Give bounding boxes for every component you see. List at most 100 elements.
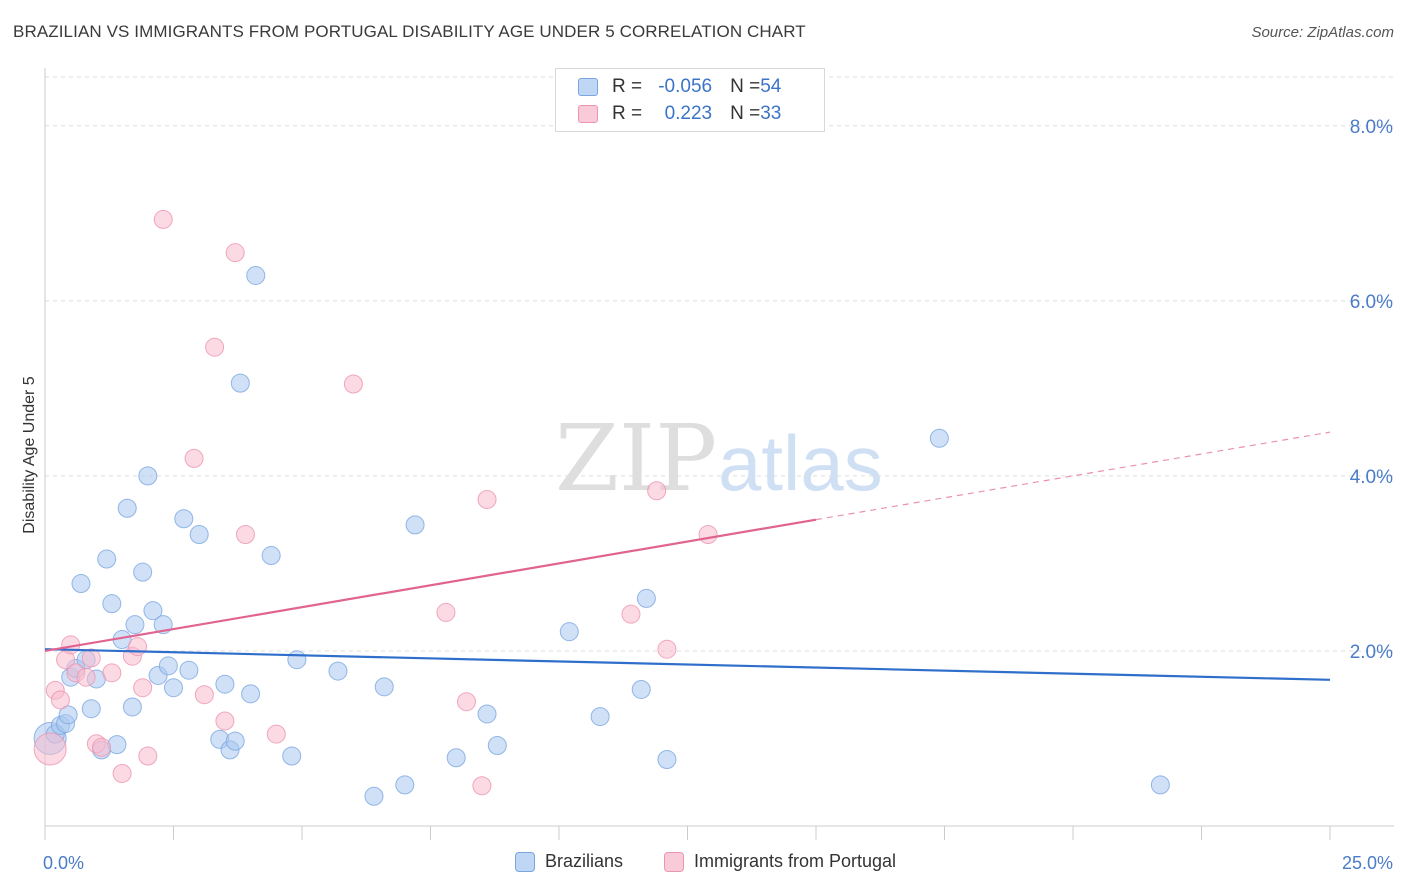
portugal-point <box>621 604 641 624</box>
brazilian-point <box>143 601 163 621</box>
portugal-point <box>698 525 718 545</box>
brazilian-point <box>189 525 209 545</box>
brazilian-point <box>246 265 266 285</box>
brazilian-point <box>631 679 651 699</box>
y-tick-label: 8.0% <box>1350 117 1393 138</box>
portugal-point <box>225 243 245 263</box>
bottom-legend-swatch-brazilians <box>515 851 535 872</box>
brazilian-point <box>158 656 178 676</box>
portugal-point <box>112 763 132 783</box>
brazilian-point <box>81 699 101 719</box>
trend-line-portugal-extension <box>815 431 1331 521</box>
brazilian-point <box>225 731 245 751</box>
brazilian-point <box>97 549 117 569</box>
legend-row-portugal: R = 0.223 N = 33 <box>578 100 781 128</box>
watermark-zip: ZIP <box>555 405 717 512</box>
brazilian-point <box>287 650 307 670</box>
legend-n-value: 33 <box>760 103 782 124</box>
legend-row-brazilians: R = -0.056 N = 54 <box>578 73 781 101</box>
legend-r-value: 0.223 <box>664 103 713 124</box>
y-tick-label: 2.0% <box>1350 642 1393 663</box>
legend-r-label: R = <box>612 76 643 97</box>
brazilian-point <box>179 660 199 680</box>
correlation-legend: R = -0.056 N = 54 R = 0.223 N = 33 <box>555 68 825 132</box>
brazilian-point <box>559 622 579 642</box>
brazilian-point <box>117 498 137 518</box>
axes <box>44 68 1394 840</box>
brazilian-point <box>477 704 497 724</box>
brazilian-point <box>1150 775 1170 795</box>
bottom-legend-portugal: Immigrants from Portugal <box>664 851 896 872</box>
portugal-point <box>138 746 158 766</box>
brazilian-point <box>328 661 348 681</box>
chart-title: BRAZILIAN VS IMMIGRANTS FROM PORTUGAL DI… <box>13 22 806 41</box>
brazilian-point <box>929 428 949 448</box>
portugal-point <box>647 481 667 501</box>
portugal-point <box>76 667 96 687</box>
brazilian-point <box>133 562 153 582</box>
portugal-point <box>184 448 204 468</box>
portugal-point <box>657 639 677 659</box>
brazilian-point <box>122 697 142 717</box>
portugal-point <box>133 678 153 698</box>
legend-swatch-portugal <box>578 105 598 123</box>
brazilian-point <box>657 749 677 769</box>
legend-n-label: N = <box>730 76 761 97</box>
watermark: ZIP atlas <box>555 405 883 512</box>
bottom-legend-label-portugal: Immigrants from Portugal <box>694 851 897 871</box>
x-tick-label: 25.0% <box>1342 853 1393 873</box>
brazilian-point <box>446 748 466 768</box>
brazilian-point <box>636 588 656 608</box>
portugal-point <box>472 776 492 796</box>
legend-r-label: R = <box>612 103 643 124</box>
bottom-legend-brazilians: Brazilians <box>515 851 623 872</box>
brazilian-point <box>164 678 183 698</box>
legend-n-value: 54 <box>760 76 782 97</box>
brazilian-point <box>282 746 302 766</box>
portugal-point <box>266 724 286 744</box>
brazilian-point <box>125 615 145 635</box>
trend-line-brazilians <box>44 648 1331 681</box>
brazilian-point <box>405 515 425 535</box>
bottom-legend-label-brazilians: Brazilians <box>545 851 624 871</box>
y-axis-label: Disability Age Under 5 <box>21 376 38 534</box>
portugal-point <box>81 648 101 668</box>
brazilian-point <box>174 509 194 529</box>
brazilian-point <box>590 707 610 727</box>
brazilian-point <box>241 684 261 704</box>
legend-r-value: -0.056 <box>658 76 713 97</box>
legend-swatch-brazilians <box>578 78 598 96</box>
y-tick-label: 4.0% <box>1350 467 1393 488</box>
portugal-point <box>128 637 148 657</box>
bottom-legend-swatch-portugal <box>664 851 684 872</box>
brazilian-point <box>364 786 384 806</box>
brazilian-point <box>374 677 394 697</box>
portugal-point <box>194 685 214 705</box>
portugal-point <box>456 692 476 712</box>
trend-line-portugal <box>44 518 817 653</box>
portugal-point <box>33 732 67 766</box>
portugal-point <box>477 490 497 510</box>
y-tick-label: 6.0% <box>1350 292 1393 313</box>
portugal-point <box>215 711 235 731</box>
brazilian-point <box>71 574 91 594</box>
source-credit: Source: ZipAtlas.com <box>1251 24 1394 41</box>
portugal-point <box>205 337 225 357</box>
brazilian-point <box>395 775 415 795</box>
tick-labels: 2.0% 4.0% 6.0% 8.0% 0.0% 25.0% <box>43 117 1393 873</box>
series-brazilians-points <box>33 265 1170 806</box>
trend-lines <box>44 431 1331 681</box>
brazilian-point <box>215 674 235 694</box>
portugal-point <box>102 663 122 683</box>
portugal-point <box>436 602 456 622</box>
brazilian-point <box>102 594 122 614</box>
portugal-point <box>235 525 255 545</box>
brazilian-point <box>230 373 250 393</box>
legend-n-label: N = <box>730 103 761 124</box>
series-portugal-points <box>33 209 718 796</box>
x-tick-label: 0.0% <box>43 853 84 873</box>
portugal-point <box>50 690 70 710</box>
brazilian-point <box>58 705 78 725</box>
watermark-atlas: atlas <box>718 419 883 507</box>
